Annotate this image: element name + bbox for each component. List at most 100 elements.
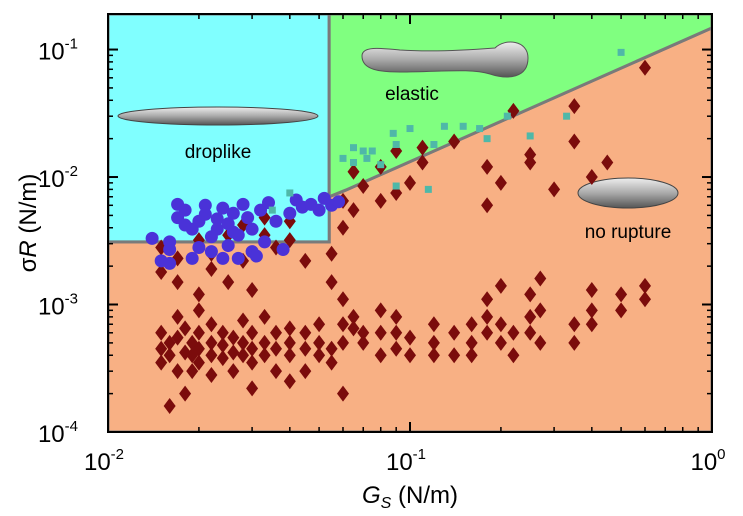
diamond-point [325, 274, 338, 291]
y-axis-title: σR (N/m) [15, 174, 42, 273]
diamond-point [192, 354, 205, 371]
circle-point [163, 235, 177, 249]
y-title-symbol: σ [15, 257, 42, 272]
diamond-point [448, 133, 461, 150]
diamond-point [171, 329, 184, 346]
tick-base: 10 [38, 421, 65, 448]
diamond-point [186, 363, 199, 380]
diamond-point [416, 154, 429, 171]
diamond-point [270, 363, 283, 380]
tick-base: 10 [38, 39, 65, 66]
diamond-point [155, 354, 168, 371]
square-point [392, 182, 400, 190]
diamond-point [192, 302, 205, 319]
diamond-point [639, 277, 652, 294]
tick-label: 10-3 [38, 291, 78, 321]
elastic-image [361, 41, 529, 78]
tick-base: 10 [690, 449, 717, 476]
square-point [359, 147, 367, 155]
no-rupture-image [577, 177, 679, 209]
diamond-point [507, 324, 520, 341]
circle-point [145, 231, 159, 245]
diamond-point [192, 340, 205, 357]
diamond-point [568, 334, 581, 351]
diamond-point [237, 334, 250, 351]
diamond-point [524, 286, 537, 303]
diamond-point [416, 139, 429, 156]
circle-point [198, 198, 212, 212]
diamond-point [227, 344, 240, 361]
circle-point [249, 249, 263, 263]
square-point [563, 112, 571, 120]
x-axis-title: GS (N/m) [362, 482, 458, 512]
diamond-point [192, 324, 205, 341]
diamond-point [179, 385, 192, 402]
diamond-point [494, 174, 507, 191]
tick-exp: -4 [65, 418, 78, 435]
tick-label: 100 [690, 446, 725, 476]
diamond-point [222, 274, 235, 291]
diamond-point [313, 347, 326, 364]
diamond-point [465, 347, 478, 364]
diamond-point [347, 320, 360, 337]
diamond-point [283, 334, 296, 351]
diamond-point [299, 324, 312, 341]
tick-exp: 0 [717, 446, 725, 463]
circle-point [192, 241, 206, 255]
diamond-point [524, 324, 537, 341]
tick-base: 10 [84, 449, 111, 476]
diamond-point [507, 347, 520, 364]
diamond-point [534, 302, 547, 319]
diamond-point [299, 363, 312, 380]
tick-exp: -1 [413, 446, 426, 463]
diamond-point [337, 316, 350, 333]
diamond-point [171, 363, 184, 380]
diamond-point [283, 232, 296, 249]
diamond-point [237, 312, 250, 329]
diamond-point [258, 308, 271, 325]
tick-label: 10-1 [386, 446, 426, 476]
diamond-point [347, 202, 360, 219]
diamond-point [548, 181, 561, 198]
diamond-point [374, 324, 387, 341]
diamond-point [325, 245, 338, 262]
diamond-point [534, 334, 547, 351]
diamond-point [534, 270, 547, 287]
diamond-point [299, 252, 312, 269]
diamond-point [639, 59, 652, 76]
diamond-point [585, 281, 598, 298]
diamond-point [155, 340, 168, 357]
circle-point [198, 207, 212, 221]
diamond-point [465, 316, 478, 333]
region [108, 14, 331, 244]
droplike-image [117, 106, 319, 126]
diamond-point [155, 263, 168, 280]
diamond-point [481, 324, 494, 341]
diamond-point [270, 324, 283, 341]
diamond-point [192, 286, 205, 303]
region-label: droplike [185, 142, 252, 163]
diamond-point [216, 350, 229, 367]
circle-point [276, 243, 290, 257]
circle-point [221, 239, 235, 253]
diamond-point [258, 347, 271, 364]
diamond-point [427, 316, 440, 333]
diamond-point [246, 281, 259, 298]
y-title-italic: R [15, 240, 42, 257]
diamond-point [357, 324, 370, 341]
diamond-point [325, 340, 338, 357]
square-point [349, 144, 357, 152]
diamond-point [481, 158, 494, 175]
diamond-point [246, 380, 259, 397]
diamond-point [163, 347, 176, 364]
diamond-point [347, 163, 360, 180]
diamond-point [601, 154, 614, 171]
diamond-point [313, 334, 326, 351]
diamond-point [390, 308, 403, 325]
circle-point [231, 251, 245, 265]
square-point [363, 154, 371, 162]
circle-point [216, 251, 230, 265]
diamond-point [283, 320, 296, 337]
square-point [503, 112, 511, 120]
diamond-point [299, 340, 312, 357]
